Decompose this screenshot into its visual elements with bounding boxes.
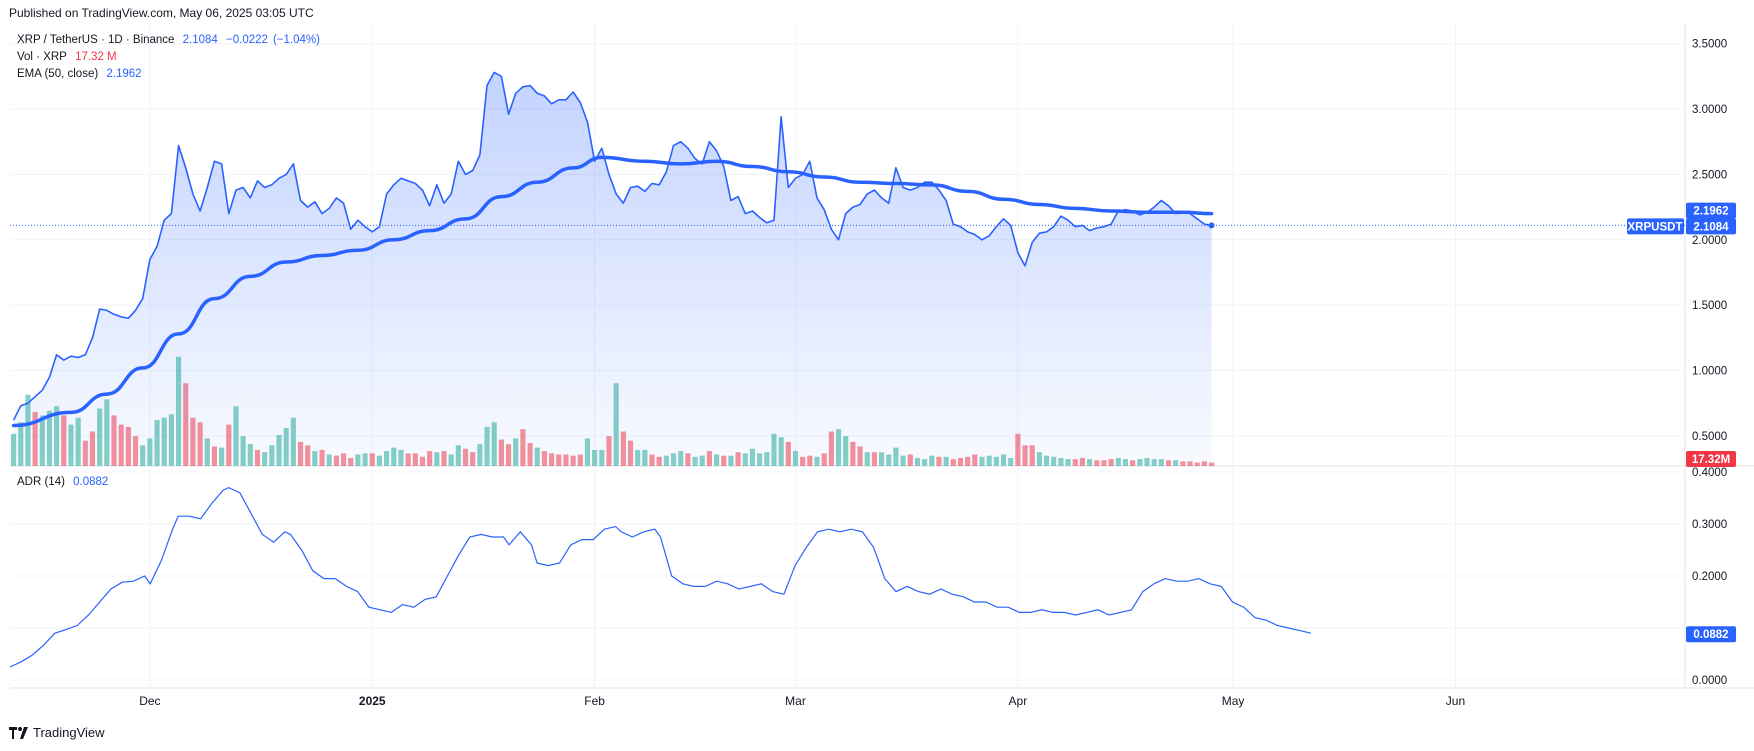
- vol-label: Vol · XRP: [17, 51, 67, 63]
- ema-line: [11, 155, 1214, 428]
- x-tick-label: Apr: [1009, 694, 1028, 708]
- price-line: [12, 71, 1212, 421]
- price-tags: 2.1962 XRPUSDT 2.1084 17.32M 0.0882: [1627, 202, 1736, 643]
- price-value: 2.1084: [182, 34, 218, 46]
- ema-tag-box: [1686, 202, 1736, 219]
- x-tick-label: Feb: [584, 694, 605, 708]
- legend-ema-row[interactable]: EMA (50, close) 2.1962: [17, 68, 147, 80]
- tradingview-brand[interactable]: TradingView: [9, 725, 105, 740]
- y-tick-label: 3.0000: [1692, 104, 1727, 116]
- adr-y-tick-label: 0.0000: [1692, 675, 1727, 687]
- adr-tag-box: [1686, 626, 1736, 643]
- vol-value: 17.32 M: [75, 51, 117, 63]
- adr-value: 0.0882: [73, 476, 109, 488]
- change-pct: (−1.04%): [272, 34, 320, 46]
- legend-volume-row[interactable]: Vol · XRP 17.32 M: [17, 51, 122, 63]
- x-tick-label: 2025: [359, 694, 386, 708]
- x-tick-label: Mar: [785, 694, 806, 708]
- y-tick-label: 3.5000: [1692, 39, 1727, 51]
- legend-adr-row[interactable]: ADR (14) 0.0882: [17, 476, 113, 488]
- price-area: [13, 72, 1212, 467]
- change-value: −0.0222: [226, 34, 268, 46]
- adr-y-tick-label: 0.2000: [1692, 571, 1727, 583]
- x-tick-label: Jun: [1446, 694, 1465, 708]
- last-price-tag-box: [1686, 218, 1736, 235]
- x-tick-label: Dec: [139, 694, 160, 708]
- lines-layer: [9, 71, 1685, 668]
- y-tick-label: 1.5000: [1692, 300, 1727, 312]
- price-area-fill: [13, 72, 1212, 467]
- adr-y-tick-label: 0.3000: [1692, 519, 1727, 531]
- volume-bar: [11, 433, 17, 466]
- ema-value: 2.1962: [106, 68, 142, 80]
- volume-tag-value: 17.32M: [1692, 454, 1730, 466]
- y-tick-label: 1.0000: [1692, 366, 1727, 378]
- y-tick-label: 2.5000: [1692, 169, 1727, 181]
- legend-symbol-row[interactable]: XRP / TetherUS · 1D · Binance 2.1084 −0.…: [17, 34, 325, 46]
- y-tick-label: 2.0000: [1692, 235, 1727, 247]
- tradingview-logo-icon: [9, 726, 28, 739]
- adr-line: [9, 486, 1312, 668]
- last-price-dot: [1208, 222, 1215, 229]
- ema-label: EMA (50, close): [17, 68, 99, 80]
- last-price-tag-value: 2.1084: [1693, 221, 1729, 233]
- last-price-tag-label: XRPUSDT: [1628, 221, 1683, 233]
- ema-tag-value: 2.1962: [1693, 206, 1728, 218]
- x-tick-label: May: [1222, 694, 1245, 708]
- symbol-label: XRP / TetherUS · 1D · Binance: [17, 34, 175, 46]
- brand-label: TradingView: [33, 725, 105, 740]
- published-header: Published on TradingView.com, May 06, 20…: [9, 6, 314, 20]
- last-price-tag-label-box: [1627, 218, 1684, 235]
- adr-tag-value: 0.0882: [1693, 629, 1728, 641]
- volume-tag-box: [1686, 451, 1736, 467]
- adr-label: ADR (14): [17, 476, 65, 488]
- y-tick-label: 0.5000: [1692, 431, 1727, 443]
- axis-layer: 0.5000 1.0000 1.5000 2.0000 2.5000 3.0000 3.50…: [139, 39, 1727, 708]
- adr-y-tick-label: 0.4000: [1692, 467, 1727, 479]
